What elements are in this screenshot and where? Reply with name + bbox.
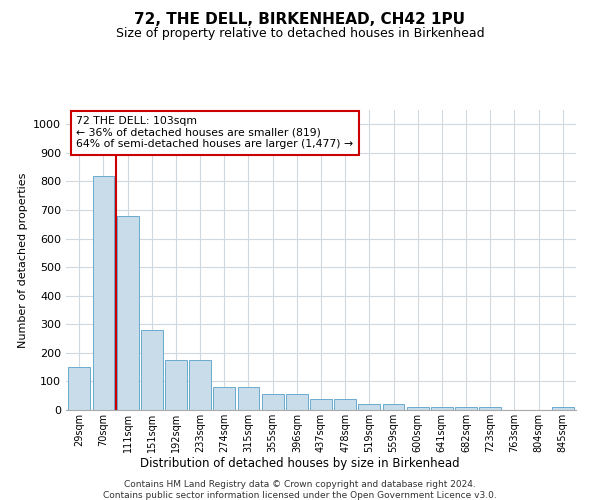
Bar (431, 407, 453, 410)
Bar (92, 176, 115, 410)
Bar (383, 404, 404, 410)
Bar (407, 407, 428, 410)
Bar (552, 407, 574, 410)
Bar (334, 398, 356, 410)
Bar (117, 216, 139, 410)
Bar (141, 330, 163, 410)
Bar (189, 360, 211, 410)
Text: Distribution of detached houses by size in Birkenhead: Distribution of detached houses by size … (140, 458, 460, 470)
Text: Size of property relative to detached houses in Birkenhead: Size of property relative to detached ho… (116, 28, 484, 40)
Bar (286, 394, 308, 410)
Bar (358, 404, 380, 410)
Y-axis label: Number of detached properties: Number of detached properties (17, 172, 28, 348)
Bar (68, 367, 90, 410)
Text: Contains public sector information licensed under the Open Government Licence v3: Contains public sector information licen… (103, 491, 497, 500)
Bar (479, 407, 501, 410)
Text: 72 THE DELL: 103sqm
← 36% of detached houses are smaller (819)
64% of semi-detac: 72 THE DELL: 103sqm ← 36% of detached ho… (76, 116, 353, 149)
Bar (455, 407, 477, 410)
Bar (262, 394, 284, 410)
Text: Contains HM Land Registry data © Crown copyright and database right 2024.: Contains HM Land Registry data © Crown c… (124, 480, 476, 489)
Bar (214, 387, 235, 410)
Bar (238, 387, 259, 410)
Bar (165, 360, 187, 410)
Text: 72, THE DELL, BIRKENHEAD, CH42 1PU: 72, THE DELL, BIRKENHEAD, CH42 1PU (134, 12, 466, 28)
Bar (310, 398, 332, 410)
